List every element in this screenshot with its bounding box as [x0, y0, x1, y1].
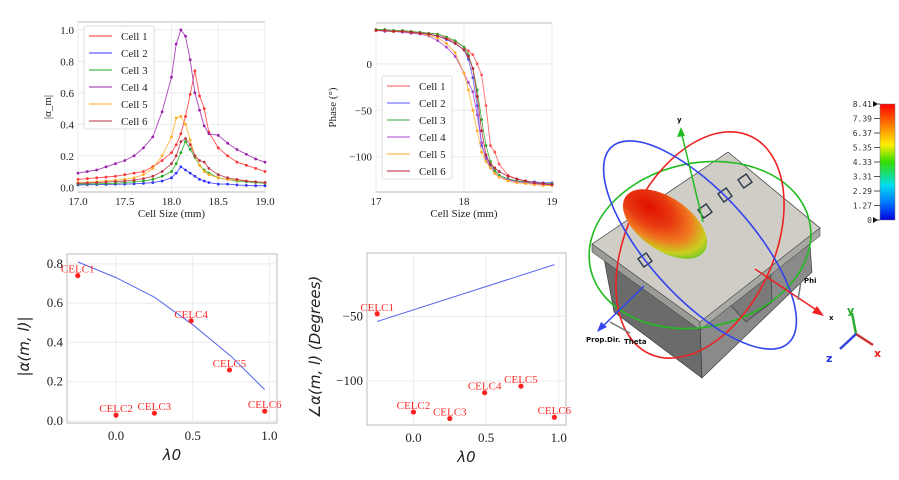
colorbar-tick-label: 5.35 — [853, 144, 872, 153]
colorbar-min-marker[interactable] — [873, 217, 878, 223]
colorbar-tick-label: 0 — [867, 216, 872, 225]
prop-dir-arrow — [600, 285, 645, 329]
x-axis-label: x — [829, 314, 834, 322]
y-axis-label: y — [677, 116, 682, 124]
phi-arrow — [797, 280, 802, 301]
y-axis-arrowhead — [677, 127, 685, 137]
colorbar-tick-label: 1.27 — [853, 202, 872, 211]
orientation-triad: y x z — [826, 304, 881, 365]
colorbar-tick-label: 3.31 — [853, 173, 872, 182]
x-axis-arrowhead — [812, 306, 824, 316]
x-axis-arrow — [754, 268, 822, 314]
phi-label: Phi — [804, 277, 817, 285]
colorbar-tick-label: 4.33 — [853, 158, 872, 167]
colorbar-tick-label: 8.41 — [853, 100, 872, 109]
theta-arrow — [609, 321, 631, 334]
colorbar — [879, 103, 896, 221]
triad-z-label: z — [826, 352, 832, 365]
triad-y-label: y — [847, 304, 854, 317]
prop-dir-arrowhead — [597, 322, 607, 332]
prop-dir-label: Prop.Dir. — [586, 336, 620, 344]
colorbar-tick-label: 7.39 — [853, 115, 872, 124]
radiation-lobe — [622, 189, 708, 259]
theta-label: Theta — [624, 338, 647, 346]
colorbar-max-marker[interactable] — [873, 101, 878, 107]
colorbar-tick-label: 2.29 — [853, 187, 872, 196]
y-axis-arrow — [680, 130, 704, 223]
colorbar-ticks: 8.41 7.39 6.37 5.35 4.33 3.31 2.29 1.27 0 — [853, 100, 880, 225]
triad-x-label: x — [874, 347, 881, 360]
phi-ring-green — [588, 160, 812, 330]
theta-ring-blue — [602, 140, 798, 350]
colorbar-tick-label: 6.37 — [853, 129, 872, 138]
